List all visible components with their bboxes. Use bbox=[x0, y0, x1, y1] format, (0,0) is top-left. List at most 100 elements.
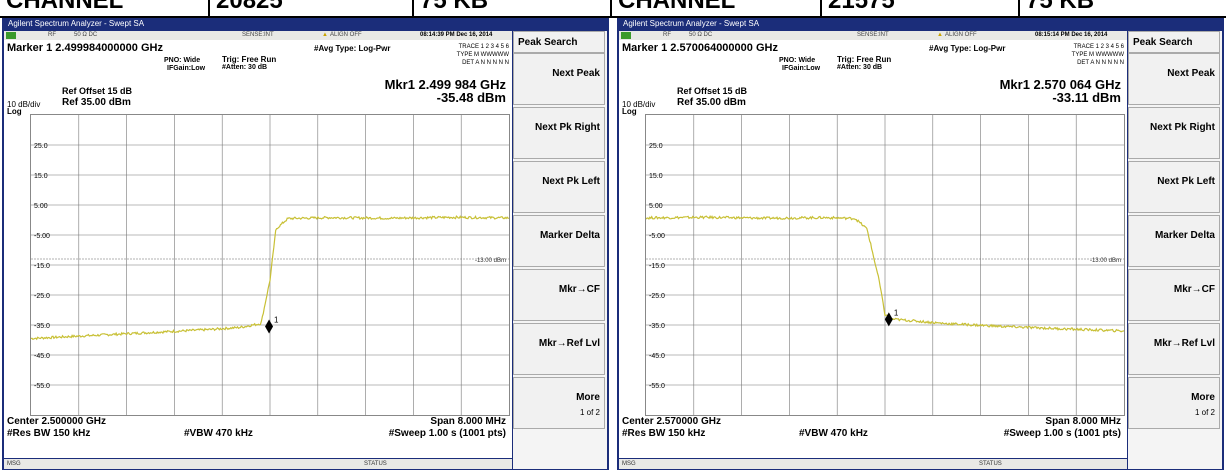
avg-type-label: #Avg Type: Log-Pwr bbox=[929, 44, 1006, 53]
softkey-label: Mkr→CF bbox=[1173, 284, 1215, 295]
span: Span 8.000 MHz bbox=[1045, 416, 1121, 427]
msg-label: MSG bbox=[7, 461, 21, 467]
status-label: STATUS bbox=[364, 461, 387, 467]
marker-title[interactable]: Marker 1 2.499984000000 GHz bbox=[7, 42, 163, 54]
message-bar: MSG STATUS bbox=[4, 459, 512, 469]
more-softkey[interactable]: More 1 of 2 bbox=[1128, 377, 1220, 429]
spectrum-svg: 25.0 15.0 5.00 -5.00 -15.0 -25.0 -35.0 -45.0 -55… bbox=[30, 115, 510, 415]
header-cell-text: CHANNEL bbox=[618, 0, 736, 14]
timestamp: 08:15:14 PM Dec 16, 2014 bbox=[1035, 32, 1108, 38]
warning-icon: ▲ bbox=[322, 32, 328, 38]
next-pk-right-softkey[interactable]: Next Pk Right bbox=[1128, 107, 1220, 159]
avg-type-label: #Avg Type: Log-Pwr bbox=[314, 44, 391, 53]
ifgain-label: IFGain:Low bbox=[782, 65, 821, 72]
marker-delta-softkey[interactable]: Marker Delta bbox=[1128, 215, 1220, 267]
trace-line: TRACE 1 2 3 4 5 6 bbox=[458, 44, 509, 50]
msg-label: MSG bbox=[622, 461, 636, 467]
peak-search-softkey[interactable]: Peak Search bbox=[513, 31, 605, 53]
next-peak-softkey[interactable]: Next Peak bbox=[1128, 53, 1220, 105]
softkey-label: Next Pk Left bbox=[542, 176, 600, 187]
y-tick-label: -55.0 bbox=[649, 383, 665, 390]
scale-div: 10 dB/div bbox=[622, 100, 656, 109]
window-title: Agilent Spectrum Analyzer - Swept SA bbox=[8, 19, 145, 28]
softkey-label: Next Pk Right bbox=[1149, 122, 1215, 133]
marker-delta-softkey[interactable]: Marker Delta bbox=[513, 215, 605, 267]
softkey-label: Next Pk Left bbox=[1157, 176, 1215, 187]
header-cell: 75 KB bbox=[1020, 0, 1224, 16]
trace-info: TRACE 1 2 3 4 5 6 TYPE M WWWWW DET A N N… bbox=[457, 43, 509, 67]
y-tick-label: -5.00 bbox=[649, 233, 665, 240]
softkey-label: More bbox=[1191, 392, 1215, 403]
more-softkey[interactable]: More 1 of 2 bbox=[513, 377, 605, 429]
y-tick-label: 25.0 bbox=[34, 143, 48, 150]
softkey-label: More bbox=[576, 392, 600, 403]
marker-freq: Mkr1 2.499 984 GHz bbox=[384, 77, 506, 92]
header-cell-text: 21575 bbox=[828, 0, 895, 14]
analyzer-display: Marker 1 2.499984000000 GHz PNO: Wide IF… bbox=[4, 40, 512, 458]
marker-number: 1 bbox=[274, 315, 279, 324]
softkey-label: Next Peak bbox=[552, 68, 600, 79]
peak-search-softkey[interactable]: Peak Search bbox=[1128, 31, 1220, 53]
vbw: #VBW 470 kHz bbox=[184, 428, 253, 439]
y-tick-label: 15.0 bbox=[649, 173, 663, 180]
atten-label: #Atten: 30 dB bbox=[222, 64, 268, 71]
y-tick-label: -5.00 bbox=[34, 233, 50, 240]
softkey-label: Mkr→Ref Lvl bbox=[1153, 338, 1215, 349]
rf-label: RF bbox=[663, 32, 671, 38]
limit-label: -13.00 dBm bbox=[475, 258, 506, 264]
mkr-ref-lvl-softkey[interactable]: Mkr→Ref Lvl bbox=[1128, 323, 1220, 375]
scale-div: 10 dB/div bbox=[7, 100, 41, 109]
spectrum-plot[interactable]: 25.0 15.0 5.00 -5.00 -15.0 -25.0 -35.0 -45.0 -55… bbox=[30, 114, 510, 416]
y-tick-label: 15.0 bbox=[34, 173, 48, 180]
impedance-label: 50 Ω DC bbox=[74, 32, 98, 38]
ifgain-label: IFGain:Low bbox=[167, 65, 206, 72]
align-label: ALIGN OFF bbox=[945, 32, 977, 38]
analyzer-panel-right: Agilent Spectrum Analyzer - Swept SA RF … bbox=[617, 18, 1224, 470]
marker-freq: Mkr1 2.570 064 GHz bbox=[999, 77, 1121, 92]
impedance-label: 50 Ω DC bbox=[689, 32, 713, 38]
trig-label: Trig: Free Run bbox=[222, 55, 277, 64]
sweep: #Sweep 1.00 s (1001 pts) bbox=[388, 428, 506, 439]
softkey-label: Mkr→CF bbox=[558, 284, 600, 295]
pno-label: PNO: Wide bbox=[164, 57, 201, 64]
y-tick-label: -55.0 bbox=[34, 383, 50, 390]
softkey-label: Marker Delta bbox=[539, 230, 600, 241]
softkey-label: Next Peak bbox=[1167, 68, 1215, 79]
rbw: #Res BW 150 kHz bbox=[622, 428, 706, 439]
header-cell-text: CHANNEL bbox=[6, 0, 124, 14]
ref-offset: Ref Offset 15 dB bbox=[62, 86, 133, 96]
span: Span 8.000 MHz bbox=[430, 416, 506, 427]
next-peak-softkey[interactable]: Next Peak bbox=[513, 53, 605, 105]
next-pk-left-softkey[interactable]: Next Pk Left bbox=[1128, 161, 1220, 213]
trig-label: Trig: Free Run bbox=[837, 55, 892, 64]
trace-type-line: TYPE M WWWWW bbox=[456, 52, 509, 58]
mkr-cf-softkey[interactable]: Mkr→CF bbox=[1128, 269, 1220, 321]
mkr-cf-softkey[interactable]: Mkr→CF bbox=[513, 269, 605, 321]
marker-readout: Mkr1 2.570 064 GHz -33.11 dBm bbox=[1000, 78, 1121, 104]
center-freq: Center 2.570000 GHz bbox=[622, 416, 721, 427]
next-pk-right-softkey[interactable]: Next Pk Right bbox=[513, 107, 605, 159]
y-tick-label: -15.0 bbox=[34, 263, 50, 270]
align-label: ALIGN OFF bbox=[330, 32, 362, 38]
ref-level: Ref 35.00 dBm bbox=[677, 97, 746, 108]
status-indicator-icon bbox=[6, 32, 16, 39]
y-tick-label: -35.0 bbox=[34, 323, 50, 330]
sense-label: SENSE:INT bbox=[242, 32, 274, 38]
status-bar: RF 50 Ω DC SENSE:INT ▲ ALIGN OFF 08:14:3… bbox=[4, 31, 512, 40]
header-cell: CHANNEL bbox=[0, 0, 210, 16]
marker-title[interactable]: Marker 1 2.570064000000 GHz bbox=[622, 42, 778, 54]
log-label: Log bbox=[7, 107, 22, 116]
spectrum-plot[interactable]: 25.0 15.0 5.00 -5.00 -15.0 -25.0 -35.0 -45.0 -55… bbox=[645, 114, 1125, 416]
softkey-label: Peak Search bbox=[1133, 37, 1193, 48]
warning-icon: ▲ bbox=[937, 32, 943, 38]
status-indicator-icon bbox=[621, 32, 631, 39]
mkr-ref-lvl-softkey[interactable]: Mkr→Ref Lvl bbox=[513, 323, 605, 375]
pno-label: PNO: Wide bbox=[779, 57, 816, 64]
log-label: Log bbox=[622, 107, 637, 116]
y-tick-label: -45.0 bbox=[34, 353, 50, 360]
trace-det-line: DET A N N N N N bbox=[1077, 60, 1124, 66]
softkey-sublabel: 1 of 2 bbox=[1194, 408, 1215, 417]
limit-label: -13.00 dBm bbox=[1090, 258, 1121, 264]
softkey-label: Mkr→Ref Lvl bbox=[538, 338, 600, 349]
next-pk-left-softkey[interactable]: Next Pk Left bbox=[513, 161, 605, 213]
